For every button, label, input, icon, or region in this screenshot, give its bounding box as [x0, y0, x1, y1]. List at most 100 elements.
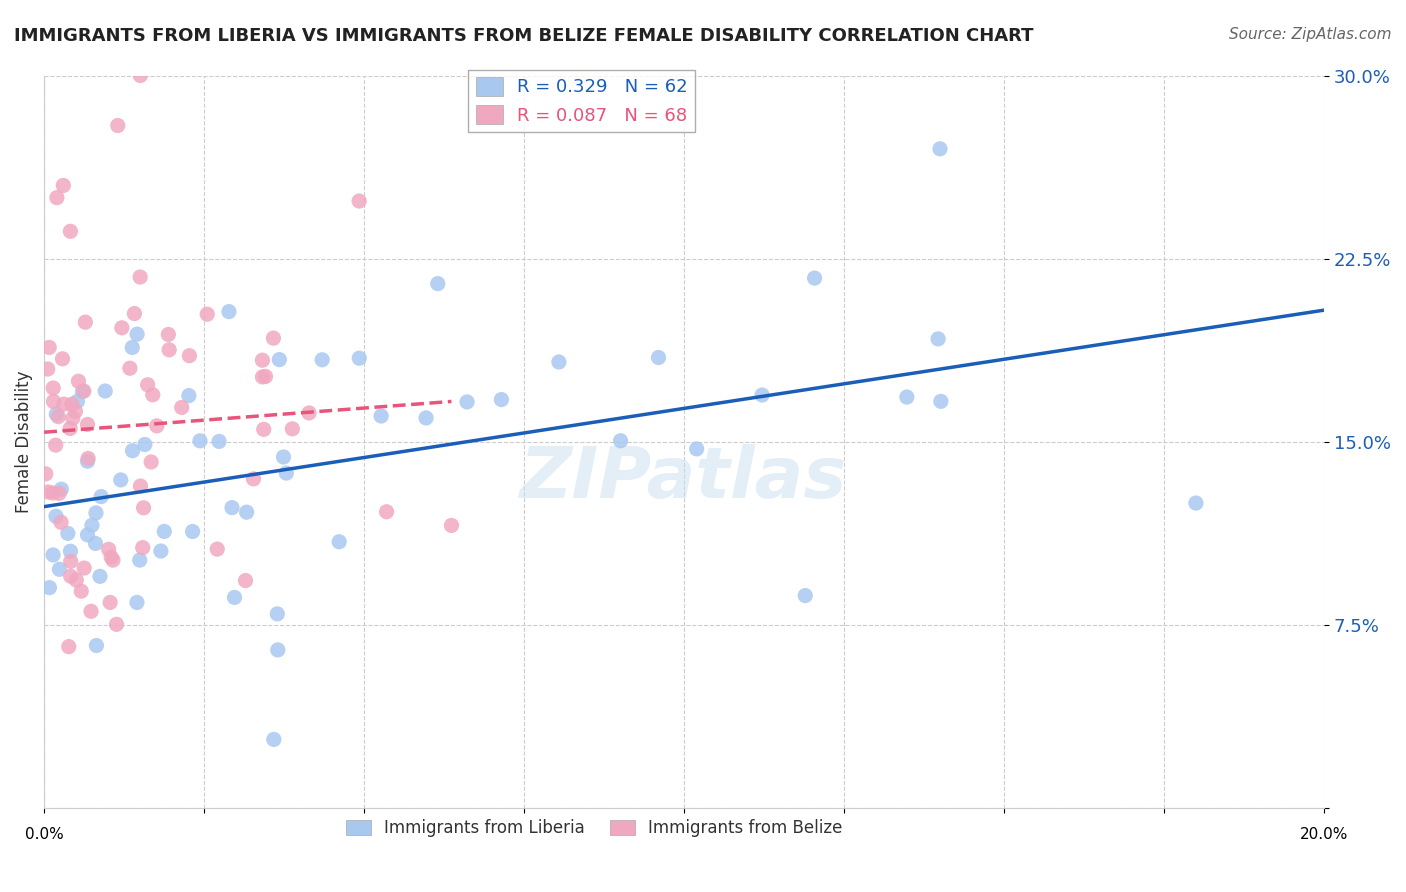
Point: [48, 562, 70, 576]
Point: [35, 467, 58, 481]
Point: [262, 331, 284, 345]
Point: [273, 450, 295, 464]
Point: [37, 362, 59, 376]
Point: [94, 384, 117, 398]
Point: [188, 434, 211, 448]
Point: [66, 394, 89, 409]
Point: [134, 437, 156, 451]
Point: [157, 327, 180, 342]
Point: [311, 352, 333, 367]
Point: [111, 320, 134, 334]
Point: [75, 315, 97, 329]
Point: [77, 451, 100, 466]
Point: [72, 384, 94, 399]
Point: [267, 643, 290, 657]
Point: [415, 411, 437, 425]
Point: [48, 486, 70, 500]
Point: [177, 389, 200, 403]
Point: [157, 343, 180, 357]
Point: [100, 550, 122, 565]
Point: [136, 377, 159, 392]
Point: [127, 327, 149, 342]
Text: ZIPatlas: ZIPatlas: [520, 444, 848, 513]
Point: [80, 604, 103, 618]
Point: [146, 418, 169, 433]
Point: [45, 191, 67, 205]
Point: [129, 270, 152, 285]
Point: [276, 466, 298, 480]
Point: [132, 500, 155, 515]
Point: [45, 407, 67, 421]
Point: [263, 732, 285, 747]
Point: [65, 404, 87, 418]
Point: [58, 640, 80, 654]
Point: [121, 341, 143, 355]
Point: [751, 388, 773, 402]
Point: [253, 422, 276, 436]
Point: [269, 352, 291, 367]
Point: [929, 394, 952, 409]
Point: [51, 351, 73, 366]
Point: [298, 406, 321, 420]
Point: [328, 534, 350, 549]
Point: [59, 224, 82, 238]
Point: [548, 355, 571, 369]
Point: [456, 395, 478, 409]
Point: [218, 304, 240, 318]
Point: [128, 553, 150, 567]
Point: [62, 411, 84, 425]
Point: [235, 505, 257, 519]
Point: [97, 542, 120, 557]
Point: [149, 544, 172, 558]
Point: [281, 422, 304, 436]
Point: [142, 388, 165, 402]
Point: [76, 528, 98, 542]
Point: [266, 607, 288, 621]
Point: [124, 307, 146, 321]
Point: [440, 518, 463, 533]
Point: [170, 401, 193, 415]
Point: [52, 178, 75, 193]
Point: [896, 390, 918, 404]
Point: [153, 524, 176, 539]
Text: IMMIGRANTS FROM LIBERIA VS IMMIGRANTS FROM BELIZE FEMALE DISABILITY CORRELATION : IMMIGRANTS FROM LIBERIA VS IMMIGRANTS FR…: [14, 27, 1033, 45]
Point: [45, 438, 67, 452]
Point: [98, 595, 121, 609]
Point: [73, 384, 96, 398]
Point: [491, 392, 513, 407]
Point: [101, 553, 124, 567]
Point: [90, 490, 112, 504]
Point: [349, 351, 371, 366]
Point: [73, 561, 96, 575]
Point: [38, 340, 60, 354]
Point: [195, 307, 218, 321]
Point: [426, 277, 449, 291]
Point: [685, 442, 707, 456]
Point: [252, 370, 274, 384]
Point: [84, 536, 107, 550]
Point: [221, 500, 243, 515]
Point: [609, 434, 631, 448]
Point: [208, 434, 231, 449]
Point: [242, 472, 264, 486]
Point: [70, 584, 93, 599]
Text: Source: ZipAtlas.com: Source: ZipAtlas.com: [1229, 27, 1392, 42]
Legend: Immigrants from Liberia, Immigrants from Belize: Immigrants from Liberia, Immigrants from…: [339, 813, 849, 844]
Point: [42, 381, 65, 395]
Point: [794, 589, 817, 603]
Point: [49, 516, 72, 530]
Point: [89, 569, 111, 583]
Point: [52, 397, 75, 411]
Point: [59, 569, 82, 583]
Point: [224, 591, 246, 605]
Point: [129, 69, 152, 83]
Point: [929, 142, 952, 156]
Point: [105, 617, 128, 632]
Point: [65, 573, 87, 587]
Point: [125, 595, 148, 609]
Point: [927, 332, 949, 346]
Point: [803, 271, 825, 285]
Point: [42, 394, 65, 409]
Point: [76, 417, 98, 432]
Point: [59, 554, 82, 568]
